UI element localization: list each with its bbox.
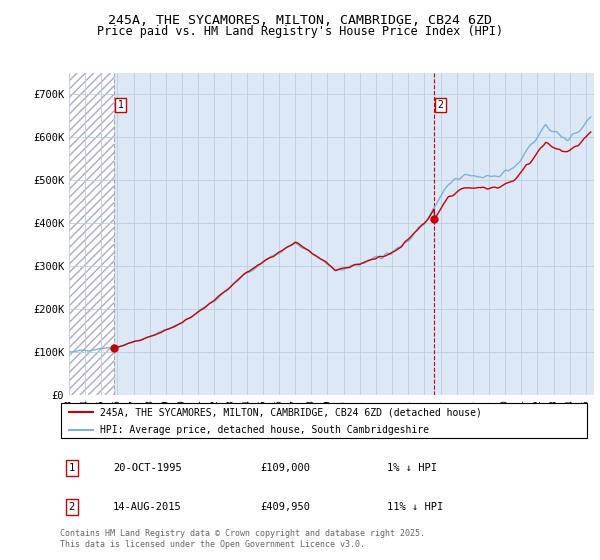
Text: 1: 1 (118, 100, 124, 110)
Text: Price paid vs. HM Land Registry's House Price Index (HPI): Price paid vs. HM Land Registry's House … (97, 25, 503, 38)
Bar (69, 73, 114, 395)
Text: HPI: Average price, detached house, South Cambridgeshire: HPI: Average price, detached house, Sout… (100, 425, 428, 435)
Text: 20-OCT-1995: 20-OCT-1995 (113, 463, 182, 473)
Text: £109,000: £109,000 (260, 463, 311, 473)
Text: 1: 1 (68, 463, 75, 473)
Text: 2: 2 (437, 100, 443, 110)
Text: 245A, THE SYCAMORES, MILTON, CAMBRIDGE, CB24 6ZD: 245A, THE SYCAMORES, MILTON, CAMBRIDGE, … (108, 14, 492, 27)
FancyBboxPatch shape (61, 403, 587, 438)
Text: 245A, THE SYCAMORES, MILTON, CAMBRIDGE, CB24 6ZD (detached house): 245A, THE SYCAMORES, MILTON, CAMBRIDGE, … (100, 407, 481, 417)
Text: Contains HM Land Registry data © Crown copyright and database right 2025.
This d: Contains HM Land Registry data © Crown c… (60, 529, 425, 549)
Text: £409,950: £409,950 (260, 502, 311, 512)
Text: 2: 2 (68, 502, 75, 512)
Text: 11% ↓ HPI: 11% ↓ HPI (388, 502, 443, 512)
Text: 14-AUG-2015: 14-AUG-2015 (113, 502, 182, 512)
Text: 1% ↓ HPI: 1% ↓ HPI (388, 463, 437, 473)
